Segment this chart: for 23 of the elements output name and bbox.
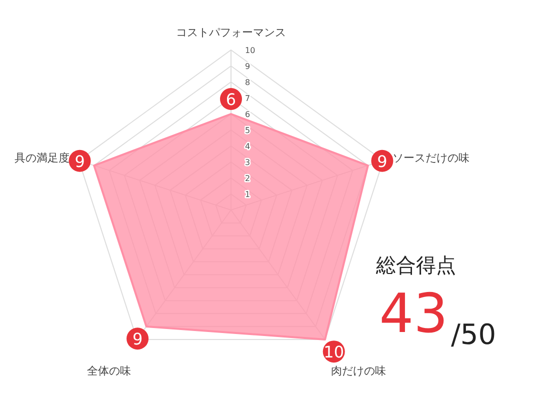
y-tick-label: 7: [245, 94, 250, 103]
y-tick-label: 10: [245, 46, 256, 55]
data-label: 6: [226, 90, 236, 109]
y-tick-label: 8: [245, 78, 250, 87]
y-tick-label: 1: [245, 190, 250, 199]
spoke-label: 具の満足度: [14, 151, 70, 164]
y-tick-label: 4: [245, 142, 250, 151]
y-tick-label: 2: [245, 174, 250, 183]
spoke-label: 全体の味: [87, 364, 132, 378]
spoke-label: ソースだけの味: [392, 151, 470, 164]
y-tick-label: 6: [245, 110, 250, 119]
y-tick-label: 9: [245, 62, 250, 71]
text: /50: [451, 318, 496, 351]
text: 43: [379, 282, 448, 345]
data-label: 10: [324, 342, 344, 362]
y-tick-label: 5: [245, 126, 250, 135]
spoke-label: コストパフォーマンス: [176, 26, 286, 39]
data-label: 9: [132, 330, 143, 349]
data-label: 9: [377, 152, 388, 171]
data-label: 9: [74, 152, 85, 171]
y-tick-label: 3: [245, 158, 250, 167]
spoke-label: 肉だけの味: [330, 364, 386, 378]
text: 総合得点: [375, 253, 456, 277]
